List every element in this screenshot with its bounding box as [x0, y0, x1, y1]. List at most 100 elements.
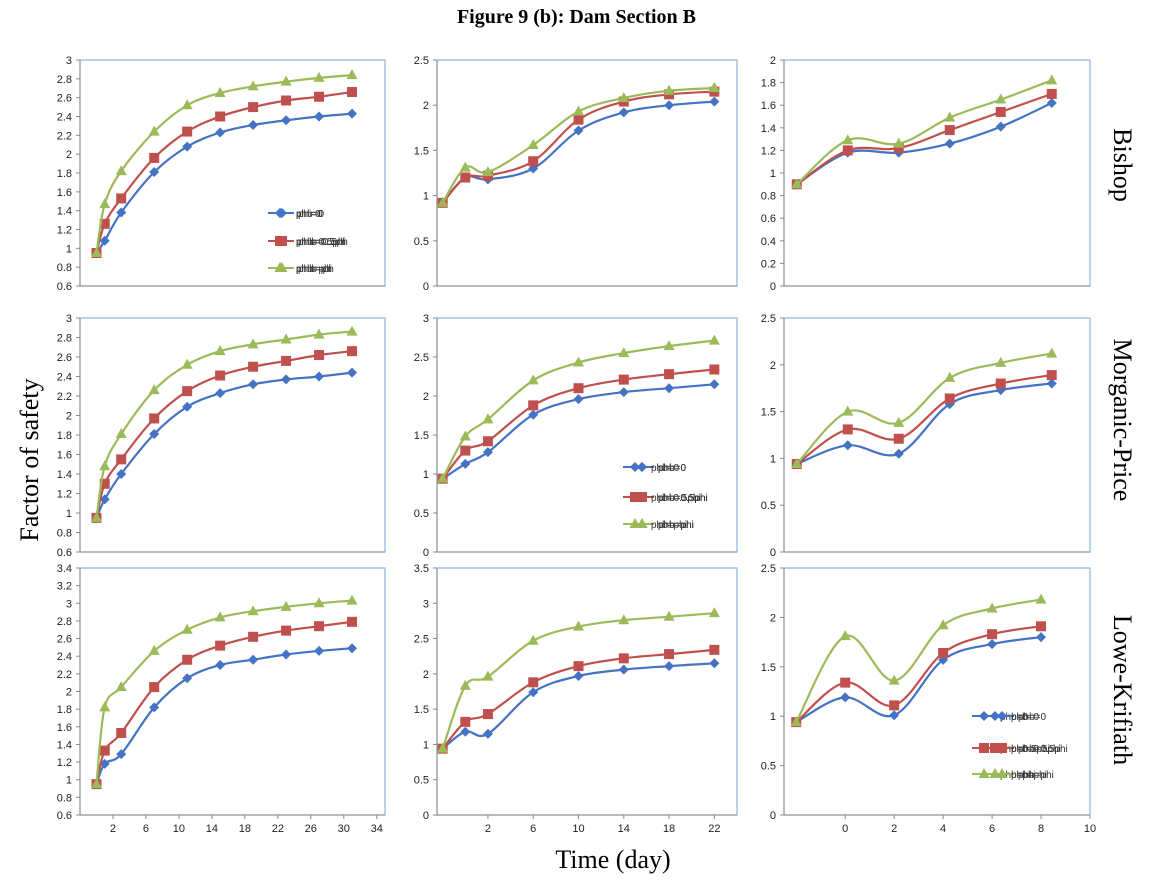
data-point [248, 654, 259, 665]
data-point [248, 379, 259, 390]
y-tick-label: 3 [66, 55, 72, 67]
series-line [95, 90, 353, 254]
data-point [709, 379, 720, 390]
data-point [281, 374, 292, 385]
y-tick-label: 0.8 [57, 792, 72, 804]
y-tick-label: 0.8 [57, 262, 72, 274]
data-point [215, 388, 226, 399]
data-point [893, 137, 905, 148]
legend-marker [630, 492, 640, 502]
data-point [280, 75, 292, 86]
data-point [459, 679, 471, 690]
y-tick-label: 0 [770, 281, 776, 293]
legend-label: phi=0 [296, 209, 321, 220]
y-tick-label: 1.4 [57, 206, 72, 218]
data-point [1035, 593, 1047, 604]
plot-frame [436, 317, 738, 553]
data-point [247, 80, 259, 91]
data-point [90, 511, 102, 522]
y-tick-label: 2.5 [414, 634, 429, 646]
data-point [347, 616, 358, 627]
y-tick-label: 3 [423, 598, 429, 610]
data-point [573, 356, 585, 367]
panel-morganic-price-1: 0.60.811.21.41.61.822.22.42.62.83phb=0ph… [57, 313, 708, 559]
y-tick-label: 1.5 [761, 407, 776, 419]
data-point [181, 99, 193, 110]
data-point [987, 629, 998, 640]
data-point [708, 607, 720, 618]
y-tick-label: 2 [66, 149, 72, 161]
legend-label: phb=phi [296, 264, 332, 275]
series-line [796, 79, 1053, 186]
data-point [314, 621, 325, 632]
data-point [709, 644, 720, 655]
y-tick-label: 3.5 [414, 563, 429, 575]
y-tick-label: 1.2 [761, 145, 776, 157]
y-tick-label: 1 [423, 739, 429, 751]
data-point [313, 71, 325, 82]
data-point [437, 472, 449, 483]
y-tick-label: 2.6 [57, 352, 72, 364]
data-point [618, 653, 629, 664]
panel-lowe-krifiath-1: 0.6 0.8 1 1.2 1.4 1.6 1.8 2 2.2 2.4 2.6 2.8 3 3.2 3.4 2… [57, 563, 1050, 835]
series-line [796, 92, 1053, 186]
y-tick-label: 1.4 [761, 123, 776, 135]
data-point [459, 430, 471, 441]
data-point [347, 367, 358, 378]
data-point [314, 91, 325, 102]
x-tick-label: 22 [708, 823, 720, 835]
series-line [95, 330, 353, 519]
data-point [149, 702, 160, 713]
y-tick-label: 1.8 [57, 168, 72, 180]
data-point [618, 347, 630, 358]
data-point [99, 460, 111, 471]
data-point [247, 605, 259, 616]
data-point [618, 374, 629, 385]
data-point [182, 141, 193, 152]
data-point [281, 95, 292, 106]
data-point [99, 494, 110, 505]
data-point [346, 594, 358, 605]
y-tick-label: 0.6 [57, 547, 72, 559]
data-point [346, 69, 358, 80]
y-tick-label: 2.5 [414, 55, 429, 67]
data-point [482, 728, 493, 739]
data-point [148, 644, 160, 655]
data-point [482, 166, 494, 177]
data-point [1046, 74, 1058, 85]
data-point [281, 355, 292, 366]
plot-frame [783, 317, 1091, 553]
data-point [1046, 370, 1057, 381]
data-point [99, 198, 111, 209]
x-axis-label: Time (day) [555, 845, 671, 874]
y-tick-label: 0.6 [57, 810, 72, 822]
legend-label: phb=0 [1018, 712, 1047, 723]
y-tick-label: 1 [423, 469, 429, 481]
data-point [99, 701, 111, 712]
x-tick-label: 14 [206, 823, 218, 835]
panel-lowe-krifiath-3: 0 0.5 1 1.5 2 2.5 0 2 4 6 8 10 phb=0 phb=0.5phi phb=ph… [761, 563, 1096, 835]
data-point [215, 370, 226, 381]
data-point [573, 105, 585, 116]
y-tick-label: 2 [423, 669, 429, 681]
data-point [215, 640, 226, 651]
data-point [214, 86, 226, 97]
data-point [663, 84, 675, 95]
data-point [149, 167, 160, 178]
legend-marker [989, 768, 1001, 778]
data-point [347, 87, 358, 98]
y-tick-label: 1.6 [57, 187, 72, 199]
data-point [664, 649, 675, 660]
data-point [663, 340, 675, 351]
y-tick-label: 2.2 [57, 130, 72, 142]
y-tick-label: 1 [66, 243, 72, 255]
plot-frame [436, 567, 738, 816]
data-point [281, 115, 292, 126]
data-point [116, 454, 127, 465]
legend-marker [275, 208, 285, 218]
legend-label: phi=0 [298, 209, 323, 220]
data-point [314, 645, 325, 656]
data-point [1036, 632, 1047, 643]
data-point [248, 361, 259, 372]
data-point [995, 378, 1006, 389]
